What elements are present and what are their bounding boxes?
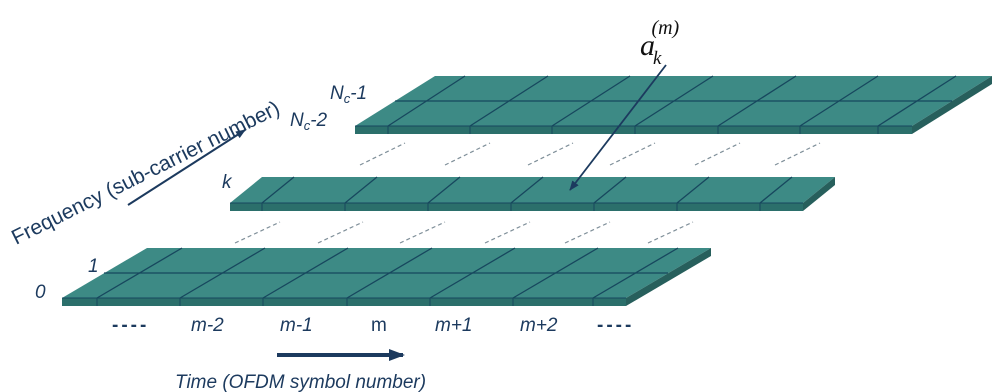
bottom-plate-right-edge xyxy=(626,248,711,306)
bottom-subcarrier-plate xyxy=(62,247,711,306)
symbol-label-m-minus-1: m-1 xyxy=(280,315,313,336)
symbol-label-m-plus-1: m+1 xyxy=(435,315,473,336)
dashed-connectors-lower xyxy=(234,221,694,244)
top-plate-right-edge xyxy=(912,76,992,134)
subcarrier-label-1: 1 xyxy=(88,256,99,277)
frequency-arrow xyxy=(127,129,246,206)
symbol-label-m: m xyxy=(371,315,387,336)
middle-plate-front-edge xyxy=(230,203,803,211)
frequency-axis-label: Frequency (sub-carrier number) xyxy=(8,97,284,250)
top-plate-front-edge xyxy=(355,126,912,134)
symbol-dashes-left: ---- xyxy=(112,315,149,336)
subcarrier-label-0: 0 xyxy=(35,282,46,303)
middle-plate-surface xyxy=(230,177,835,203)
dashed-connectors-upper xyxy=(359,142,821,166)
symbol-dashes-right: ---- xyxy=(597,315,634,336)
symbol-label-m-plus-2: m+2 xyxy=(520,315,558,336)
annotation-pointer-arrow xyxy=(569,64,667,191)
symbol-label-m-minus-2: m-2 xyxy=(191,315,224,336)
subcarrier-label-nc-2: Nc-2 xyxy=(290,110,328,133)
top-subcarrier-plate xyxy=(355,75,992,134)
subcarrier-label-k: k xyxy=(222,172,233,193)
time-axis-label: Time (OFDM symbol number) xyxy=(175,372,426,392)
bottom-plate-front-edge xyxy=(62,298,626,306)
middle-subcarrier-plate xyxy=(230,176,835,211)
subcarrier-label-nc-1: Nc-1 xyxy=(330,83,367,106)
middle-plate-right-edge xyxy=(803,177,835,211)
symbol-annotation: ak(m) xyxy=(640,17,680,69)
